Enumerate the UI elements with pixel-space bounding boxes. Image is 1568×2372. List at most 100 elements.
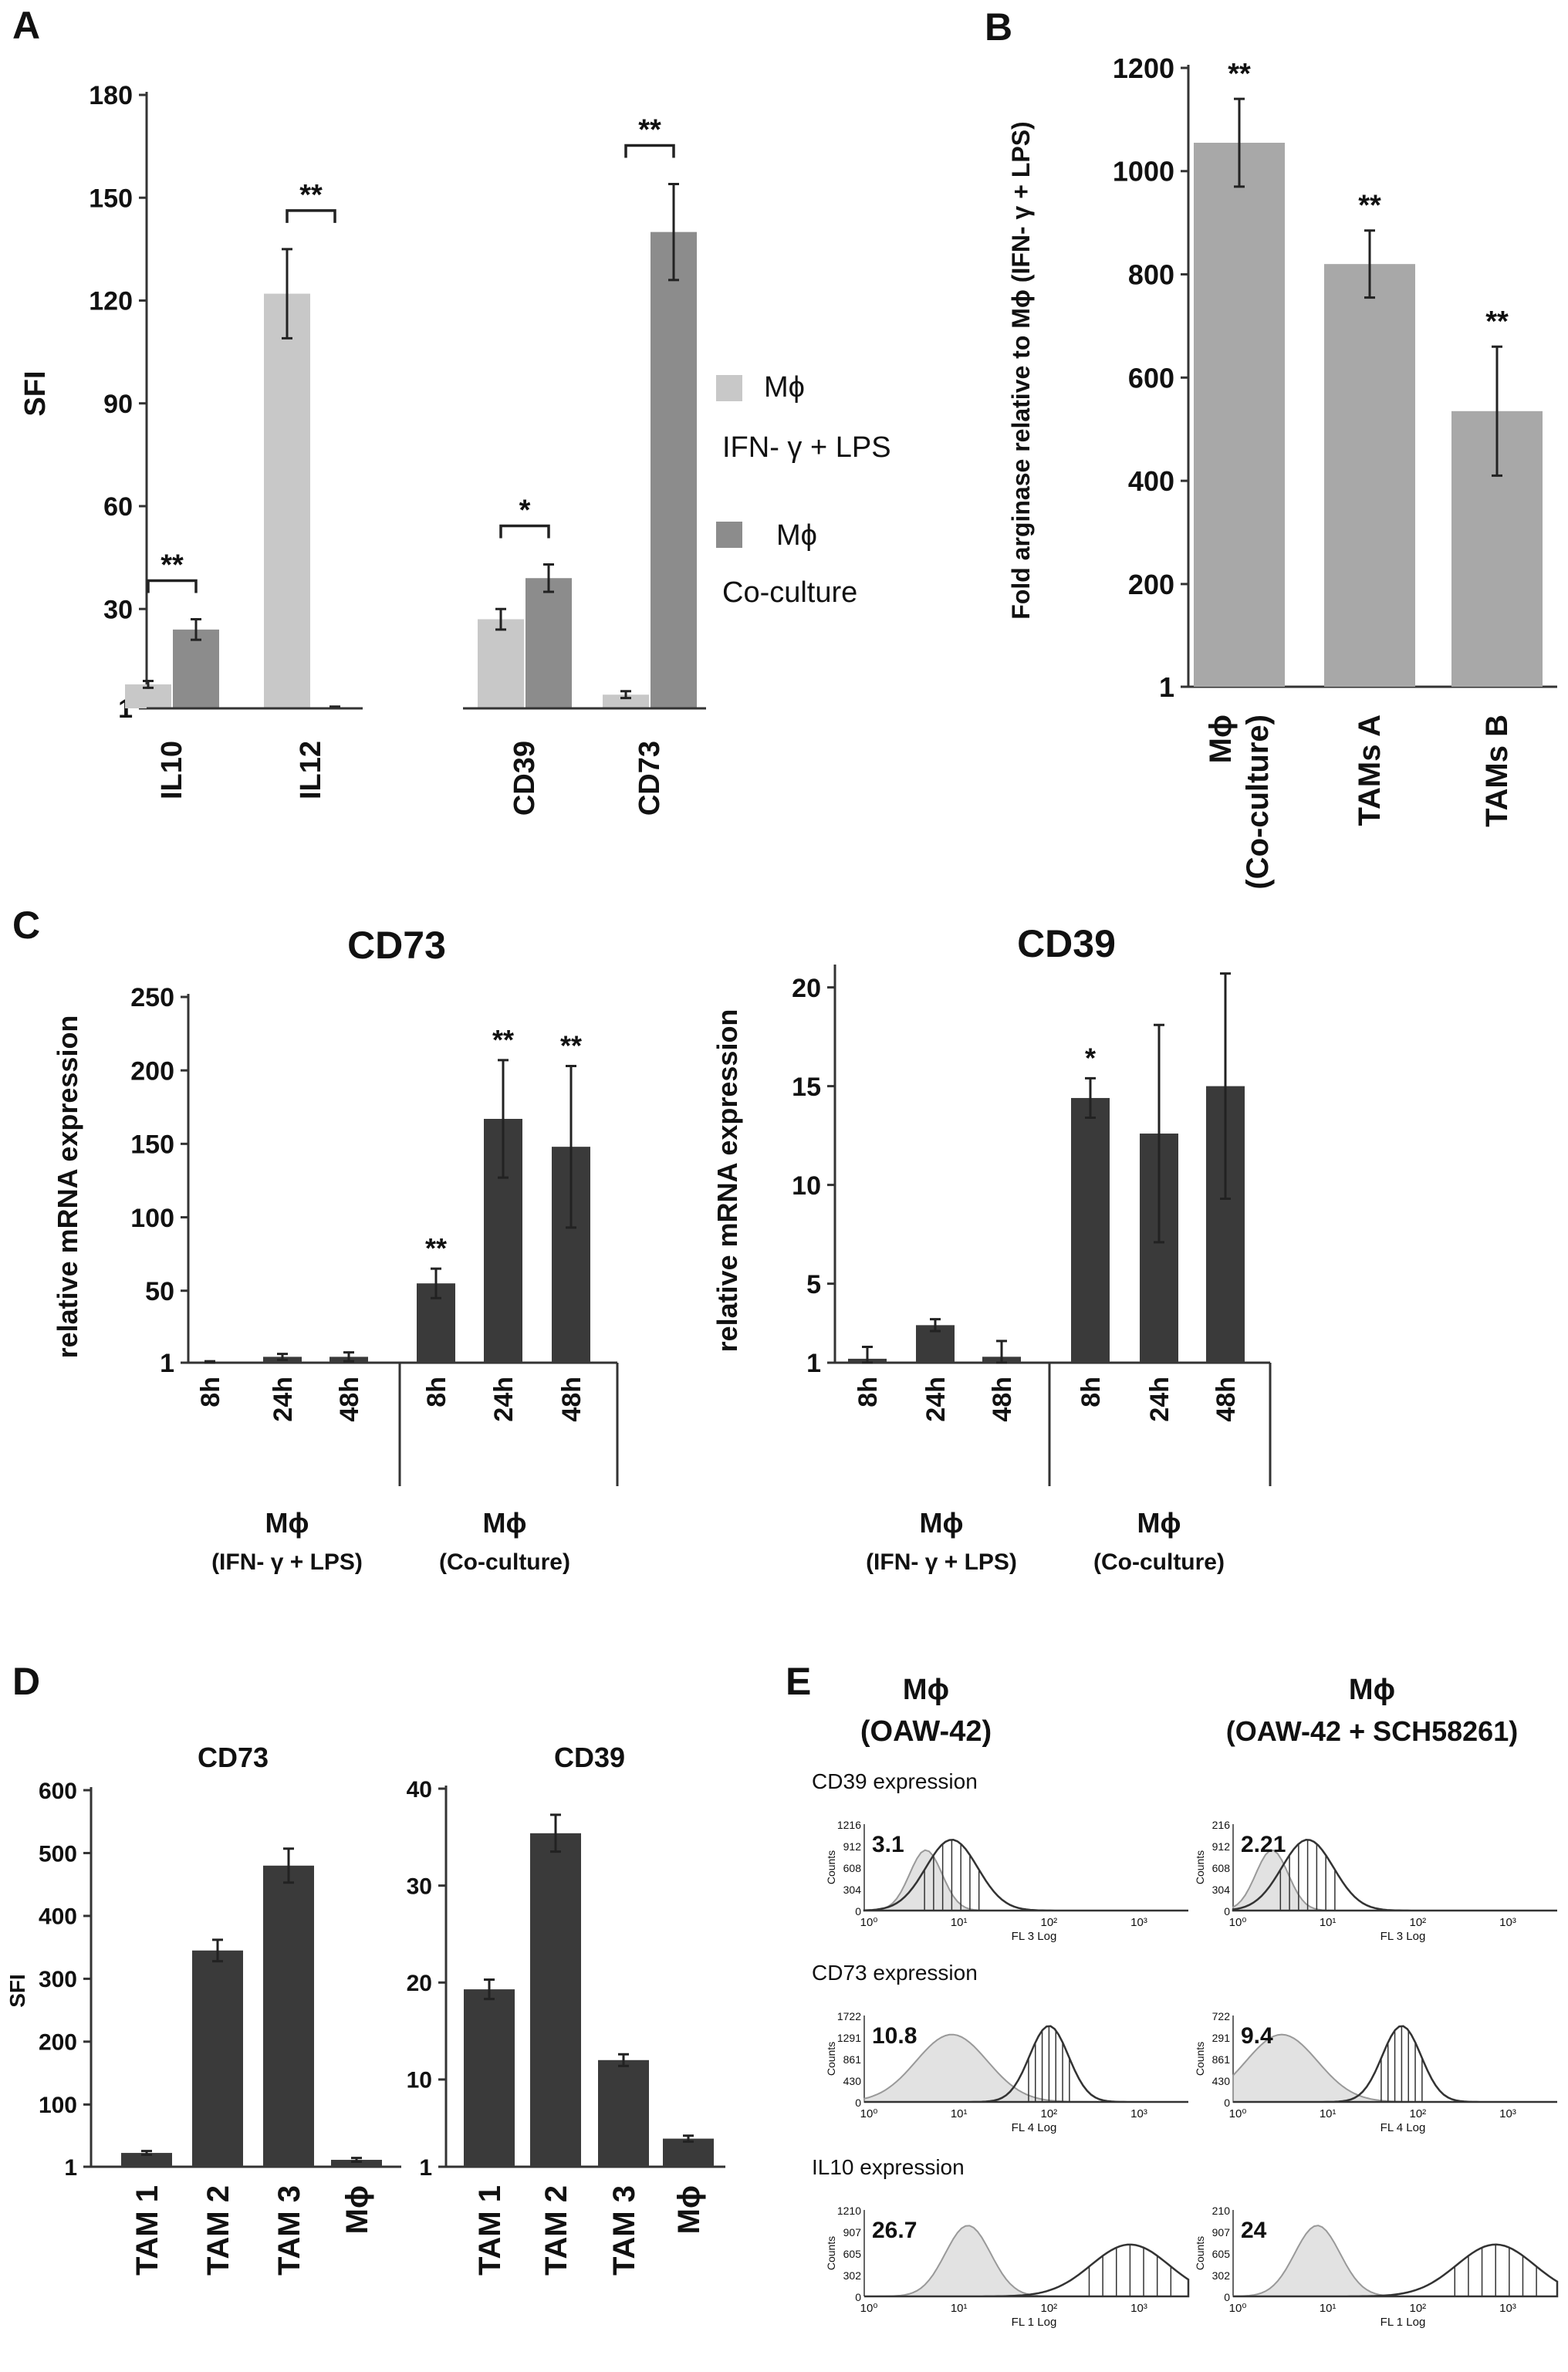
panel-e-ytick-label: 608	[843, 1862, 862, 1874]
panel-d-cd73-xtick-label: TAM 1	[130, 2185, 164, 2276]
panel-a-error-bar	[668, 182, 679, 282]
panel-b-sig-stars: **	[1358, 190, 1381, 222]
panel-letter-e: E	[786, 1660, 811, 1703]
panel-c: C relative mRNA expression relative mRNA…	[12, 904, 1272, 1575]
panel-c-cd73-group-label: Mϕ	[483, 1507, 527, 1539]
panel-e-axis-label: FL 4 Log	[1012, 2121, 1057, 2134]
panel-e-ytick-label: 210	[1212, 2205, 1231, 2217]
panel-a-ytick-label: 60	[103, 492, 133, 522]
panel-e-control-histogram	[1232, 2225, 1557, 2297]
panel-c-cd39-xtick-label: 8h	[1076, 1377, 1106, 1407]
panel-c-cd73-error-bar	[431, 1267, 441, 1299]
legend-name-coculture: Mϕ	[776, 519, 817, 552]
panel-e-stained-histogram	[1233, 2243, 1559, 2298]
panel-e-xtick-label: 10¹	[951, 2107, 968, 2120]
panel-c-cd39-title: CD39	[1017, 922, 1116, 965]
panel-e-xtick-label: 10³	[1499, 2302, 1516, 2315]
panel-e-ytick-label: 430	[843, 2075, 862, 2087]
panel-b-ytick-label: 600	[1128, 362, 1174, 394]
panel-e-stained-histogram	[864, 2243, 1190, 2298]
panel-e-xtick-label: 10²	[1040, 2107, 1057, 2120]
panel-c-cd73-sig-stars: **	[425, 1232, 447, 1264]
panel-letter-b: B	[985, 5, 1012, 49]
panel-d-cd39-title: CD39	[554, 1742, 625, 1773]
panel-e-control-histogram	[863, 1849, 1188, 1911]
panel-a-sig-bracket	[499, 524, 550, 539]
panel-a-error-bar	[543, 563, 554, 593]
panel-c-cd73-group-label: Mϕ	[265, 1507, 309, 1539]
panel-a-xtick-label: CD73	[634, 741, 666, 816]
panel-c-cd73-error-bar	[343, 1351, 354, 1363]
panel-b-xtick-label: Mϕ	[1204, 715, 1238, 763]
panel-e-row-label: CD73 expression	[812, 1961, 978, 1985]
panel-a-error-bar	[143, 679, 154, 689]
panel-e-ytick-label: 430	[1212, 2075, 1231, 2087]
panel-d-cd73-bar	[263, 1865, 314, 2167]
panel-e-xtick-label: 10¹	[1320, 2302, 1337, 2315]
panel-c-cd73-ytick-label: 1	[160, 1349, 174, 1378]
panel-d-cd39-error-bar	[484, 1978, 495, 2001]
panel-d-cd39-error-bar	[618, 2053, 629, 2067]
panel-b-error-bar	[1364, 229, 1375, 299]
panel-c-cd39-error-bar	[1085, 1076, 1096, 1120]
panel-d-cd73-xtick-label: TAM 3	[272, 2185, 306, 2276]
panel-e-ytick-label: 304	[1212, 1884, 1231, 1896]
panel-d-cd39-bar	[598, 2059, 649, 2167]
panel-e-xtick-label: 10²	[1409, 1916, 1426, 1929]
panel-e-xtick-label: 10⁰	[860, 2107, 878, 2120]
panel-d-cd39-ytick-label: 10	[407, 2068, 432, 2093]
panel-e-value: 3.1	[872, 1832, 904, 1857]
panel-a-ytick-label: 30	[103, 595, 133, 624]
panel-e-xtick-label: 10²	[1040, 2302, 1057, 2315]
panel-c-cd39-xtick-label: 8h	[853, 1377, 883, 1407]
panel-c-cd39-sig-stars: *	[1085, 1042, 1096, 1073]
panel-c-cd39-error-bar	[862, 1346, 873, 1364]
panel-e-histograms: CD39 expression 1216 912 608 304 0 Counts 10⁰ 10…	[812, 1769, 1559, 2329]
panel-e-xtick-label: 10¹	[951, 2302, 968, 2315]
panel-c-right-ylabel: relative mRNA expression	[711, 1009, 743, 1353]
panel-a-sig-stars: **	[161, 549, 184, 582]
panel-d-cd39-bar	[530, 1833, 581, 2167]
panel-e-stained-histogram	[1232, 1839, 1557, 1912]
panel-d-cd73-xtick-label: Mϕ	[340, 2185, 374, 2234]
panel-a-ytick-label: 90	[103, 390, 133, 419]
panel-c-cd39-ytick-label: 1	[806, 1349, 821, 1378]
panel-e-xtick-label: 10⁰	[1229, 1916, 1247, 1929]
panel-c-cd73-xtick-label: 24h	[489, 1377, 519, 1422]
panel-e-counts-label: Counts	[1194, 2042, 1206, 2076]
panel-a-ylabel: SFI	[19, 370, 52, 416]
panel-a-legend: Mϕ IFN- γ + LPS Mϕ Co-culture	[716, 371, 891, 609]
panel-c-cd73-error-bar	[498, 1059, 509, 1179]
panel-e-axis-label: FL 4 Log	[1380, 2121, 1426, 2134]
panel-e-ytick-label: 907	[843, 2226, 862, 2239]
panel-a-ytick-label: 150	[89, 184, 133, 213]
panel-e-col2-line1: Mϕ	[1349, 1674, 1395, 1706]
panel-a-sig-stars: **	[299, 179, 323, 211]
panel-d-cd73-ytick-label: 600	[39, 1779, 77, 1804]
panel-e-xtick-label: 10²	[1409, 2107, 1426, 2120]
legend-sub-coculture: Co-culture	[722, 576, 857, 609]
panel-e-axis-label: FL 1 Log	[1012, 2316, 1057, 2329]
panel-c-cd73-title: CD73	[347, 924, 446, 967]
panel-letter-c: C	[12, 904, 40, 947]
panel-a-sig-stars: **	[638, 113, 661, 146]
panel-c-cd39-group-label: Mϕ	[920, 1507, 964, 1539]
panel-d-cd73-error-bar	[351, 2157, 362, 2163]
panel-e-row-label: IL10 expression	[812, 2155, 965, 2179]
panel-e-value: 2.21	[1241, 1832, 1286, 1857]
panel-a-xtick-label: IL12	[295, 741, 327, 799]
panel-b-ytick-label: 800	[1128, 259, 1174, 291]
panel-e-ytick-label: 302	[843, 2269, 862, 2282]
panel-e-ytick-label: 912	[1212, 1840, 1231, 1853]
panel-b-ytick-label: 1000	[1113, 156, 1174, 188]
panel-d-cd73-error-bar	[212, 1938, 223, 1963]
panel-d-cd39-xtick-label: TAM 3	[607, 2185, 641, 2276]
panel-c-cd39-xtick-label: 24h	[921, 1377, 951, 1422]
panel-c-cd39-xtick-label: 48h	[988, 1377, 1017, 1422]
panel-d-cd73-ytick-label: 200	[39, 2030, 77, 2056]
panel-e-value: 24	[1241, 2218, 1267, 2243]
panel-e-value: 10.8	[872, 2023, 917, 2049]
panel-b-xtick-label: (Co-culture)	[1241, 715, 1275, 890]
panel-e-axis-label: FL 1 Log	[1380, 2316, 1426, 2329]
